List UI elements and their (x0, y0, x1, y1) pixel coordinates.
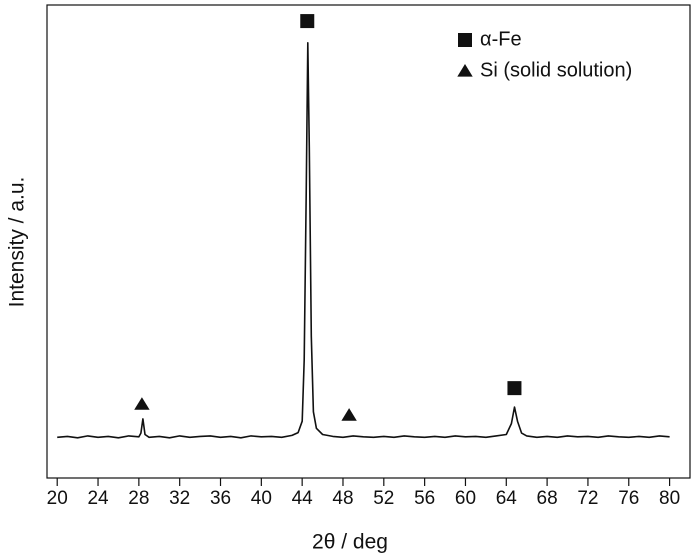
xrd-line (57, 42, 670, 439)
x-tick-label: 68 (537, 488, 558, 509)
peak-marker (134, 397, 150, 410)
x-tick-label: 56 (414, 488, 435, 509)
plot-frame (46, 4, 691, 479)
peak-marker (341, 408, 357, 421)
x-tick-label: 40 (251, 488, 272, 509)
y-axis-label: Intensity / a.u. (6, 177, 29, 308)
legend-symbol (458, 33, 472, 47)
legend-label: Si (solid solution) (480, 59, 632, 81)
x-tick-label: 48 (332, 488, 353, 509)
legend-symbol (457, 64, 473, 77)
x-tick-label: 44 (292, 488, 314, 509)
x-axis-label: 2θ / deg (312, 531, 388, 554)
x-tick-label: 60 (455, 488, 476, 509)
peak-marker (507, 381, 522, 396)
x-tick-label: 80 (659, 488, 680, 509)
peak-marker (300, 14, 315, 29)
x-tick-label: 52 (373, 488, 394, 509)
x-tick-label: 28 (128, 488, 149, 509)
legend-label: α-Fe (480, 28, 522, 50)
x-tick-label: 20 (47, 488, 68, 509)
x-tick-label: 36 (210, 488, 231, 509)
x-tick-label: 72 (577, 488, 598, 509)
x-tick-label: 32 (169, 488, 190, 509)
x-tick-label: 64 (496, 488, 518, 509)
x-tick-label: 76 (618, 488, 639, 509)
x-tick-label: 24 (87, 488, 109, 509)
